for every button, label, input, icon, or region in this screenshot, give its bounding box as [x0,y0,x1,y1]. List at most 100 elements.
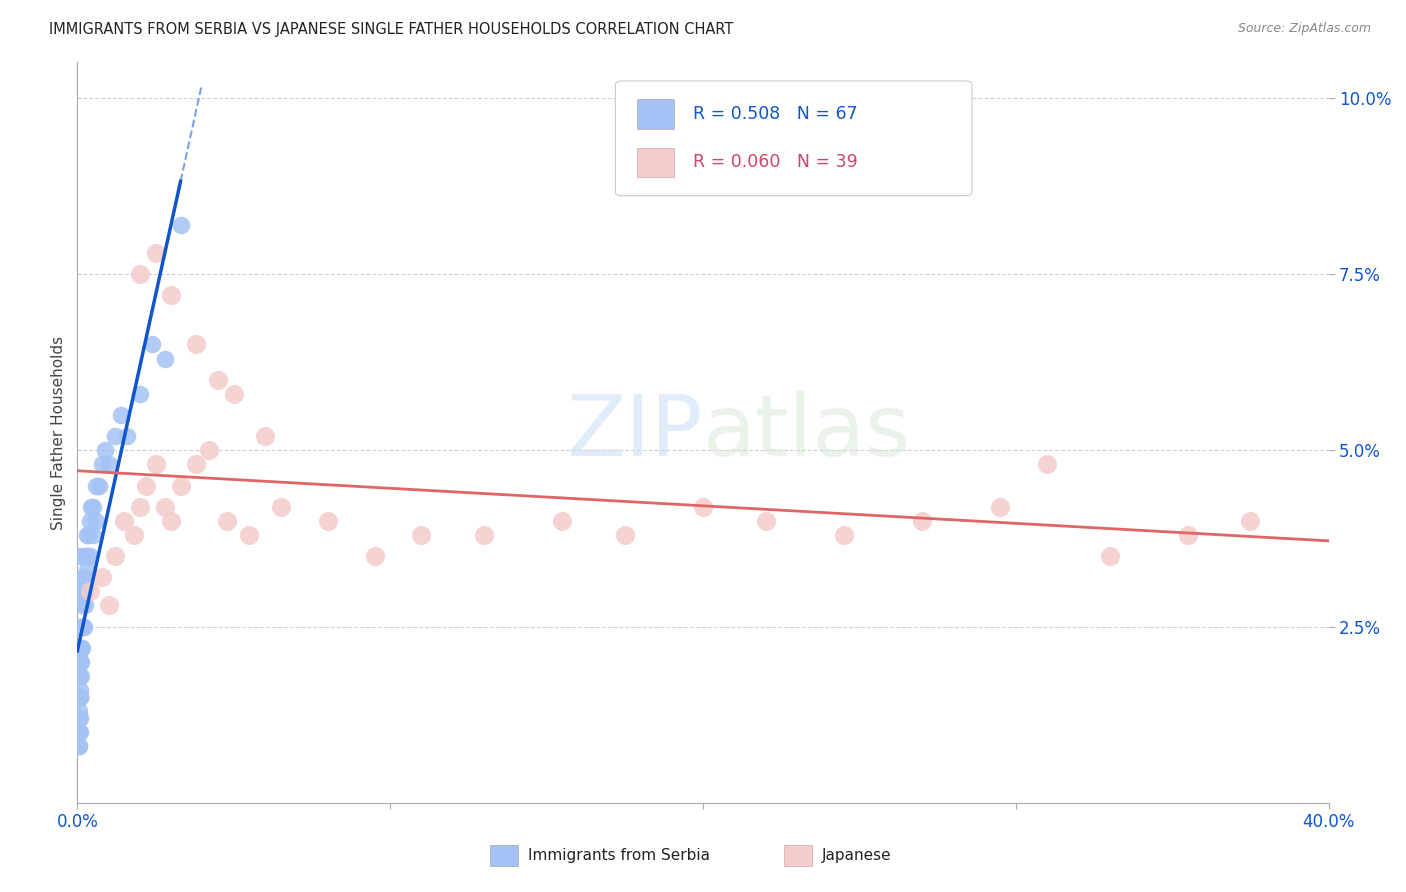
Text: IMMIGRANTS FROM SERBIA VS JAPANESE SINGLE FATHER HOUSEHOLDS CORRELATION CHART: IMMIGRANTS FROM SERBIA VS JAPANESE SINGL… [49,22,734,37]
Point [82,500,104,514]
Point [141,337,163,351]
Point [1098,549,1121,563]
Point [89,478,111,492]
Point [84,478,107,492]
Point [145,245,167,260]
Point [238,528,260,542]
Point [472,528,495,542]
Text: Japanese: Japanese [823,848,891,863]
Bar [785,845,811,866]
Point [70,640,93,655]
Point [153,500,176,514]
Point [67,739,90,754]
Point [69,683,91,698]
Point [67,640,90,655]
Point [73,570,96,584]
Point [67,704,90,718]
Point [79,584,101,599]
Point [67,711,90,725]
Point [197,443,219,458]
Point [80,500,103,514]
Point [97,599,120,613]
Point [67,619,90,633]
Point [75,570,97,584]
Point [76,549,98,563]
Point [363,549,385,563]
Point [1036,458,1059,472]
Point [169,218,191,232]
Point [1177,528,1199,542]
Point [69,690,91,704]
Text: Immigrants from Serbia: Immigrants from Serbia [527,848,710,863]
Point [69,549,91,563]
Point [67,584,90,599]
Point [72,619,94,633]
Point [69,619,91,633]
Point [104,429,127,443]
Point [129,387,152,401]
Point [67,725,90,739]
Point [77,528,100,542]
Point [1239,514,1261,528]
Point [122,528,145,542]
Point [94,443,117,458]
Point [832,528,855,542]
Point [253,429,276,443]
Bar [637,99,675,129]
Point [79,549,101,563]
Y-axis label: Single Father Households: Single Father Households [51,335,66,530]
Point [69,584,91,599]
Point [270,500,292,514]
Point [84,514,107,528]
Point [129,267,152,281]
Point [67,690,90,704]
Point [411,528,433,542]
Point [67,725,90,739]
Point [69,655,91,669]
Point [72,599,94,613]
Point [70,655,93,669]
Point [72,619,94,633]
Point [69,711,91,725]
Point [70,640,93,655]
Point [112,514,135,528]
Point [72,584,94,599]
Text: Source: ZipAtlas.com: Source: ZipAtlas.com [1237,22,1371,36]
Point [110,408,132,422]
Point [67,669,90,683]
Point [69,655,91,669]
Point [145,458,167,472]
Point [75,584,97,599]
Point [70,619,93,633]
Text: R = 0.060   N = 39: R = 0.060 N = 39 [693,153,858,171]
Point [117,429,139,443]
Point [73,549,96,563]
Text: atlas: atlas [703,391,911,475]
Point [754,514,776,528]
Point [67,655,90,669]
Text: ZIP: ZIP [567,391,703,475]
Point [70,584,93,599]
Point [135,478,157,492]
Point [73,599,96,613]
Point [70,669,93,683]
Point [316,514,339,528]
Point [72,584,94,599]
Point [217,514,239,528]
Point [76,563,98,577]
Bar [637,147,675,178]
Text: R = 0.508   N = 67: R = 0.508 N = 67 [693,105,858,123]
Point [67,690,90,704]
Point [79,514,101,528]
Bar [491,845,517,866]
FancyBboxPatch shape [616,81,972,195]
Point [129,500,152,514]
Point [67,619,90,633]
Point [91,458,114,472]
Point [69,725,91,739]
Point [988,500,1011,514]
Point [67,655,90,669]
Point [207,373,229,387]
Point [222,387,245,401]
Point [76,528,98,542]
